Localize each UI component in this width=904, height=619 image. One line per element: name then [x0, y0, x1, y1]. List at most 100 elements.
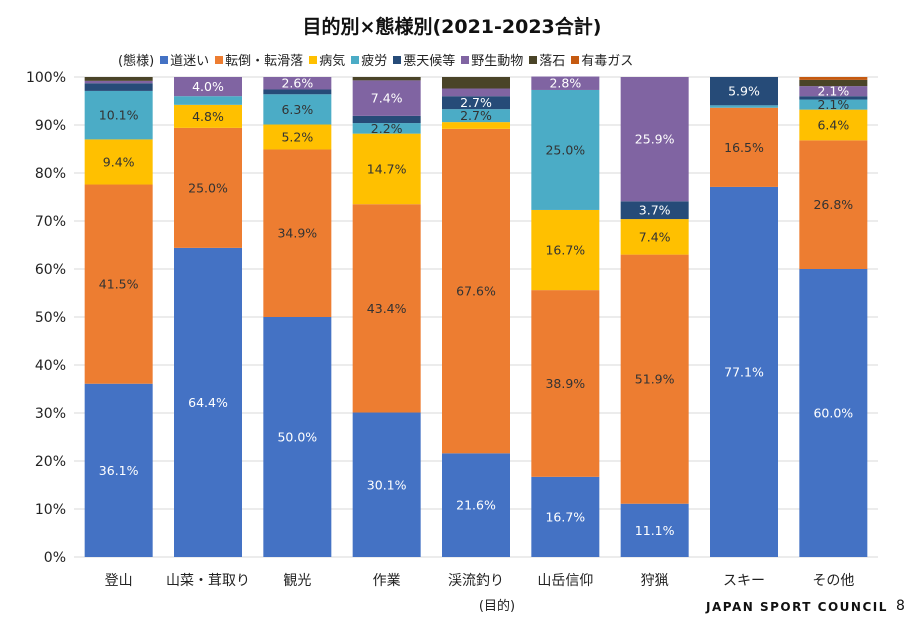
data-label: 25.0%	[545, 142, 585, 157]
data-label: 4.0%	[192, 79, 224, 94]
data-label: 14.7%	[367, 161, 407, 176]
bar-segment	[620, 77, 689, 202]
bar-segment	[799, 109, 868, 141]
bar-segment	[799, 96, 868, 100]
bar-segment	[442, 122, 510, 129]
bar-segment	[84, 83, 153, 91]
legend-label: 悪天候等	[403, 54, 456, 69]
data-label: 34.9%	[277, 226, 317, 241]
bar-segment	[352, 412, 421, 557]
legend-label: 落石	[539, 54, 566, 69]
x-tick-label: 狩猟	[641, 573, 669, 589]
data-label: 51.9%	[635, 372, 675, 387]
data-label: 5.2%	[281, 130, 313, 145]
y-tick-label: 30%	[35, 406, 66, 422]
legend-swatch	[351, 55, 360, 64]
x-tick-label: 山岳信仰	[537, 573, 593, 589]
y-tick-label: 20%	[35, 454, 66, 470]
data-label: 10.1%	[99, 108, 139, 123]
bar-segment	[174, 96, 242, 105]
y-tick-label: 0%	[44, 550, 66, 566]
data-label: 26.8%	[813, 197, 853, 212]
bar-segment	[531, 476, 600, 557]
legend-label: 有毒ガス	[581, 54, 634, 69]
legend-item: 有毒ガス	[571, 50, 633, 69]
y-tick-label: 80%	[35, 166, 66, 182]
legend-item: 疲労	[351, 50, 387, 69]
legend-swatch	[461, 55, 470, 64]
bar-segment	[263, 89, 332, 95]
data-label: 38.9%	[545, 376, 585, 391]
bar-segment	[352, 133, 421, 205]
bar-segment	[620, 254, 689, 504]
bar-segment	[263, 77, 332, 90]
bar-segment	[84, 77, 153, 81]
y-tick-label: 50%	[35, 310, 66, 326]
bar-segment	[174, 104, 242, 128]
bar-segment	[263, 94, 332, 125]
data-label: 4.8%	[192, 109, 224, 124]
data-label: 16.7%	[545, 243, 585, 258]
bar-segment	[84, 184, 153, 384]
bar-segment	[799, 99, 868, 110]
bar-segment	[799, 77, 868, 80]
legend-label: 転倒・転滑落	[225, 54, 304, 69]
x-axis-label: (目的)	[479, 598, 515, 614]
data-label: 64.4%	[188, 395, 228, 410]
x-tick-label: 渓流釣り	[448, 573, 504, 589]
data-label: 25.9%	[635, 132, 675, 147]
legend-swatch	[160, 55, 169, 64]
bar-segment	[352, 77, 421, 81]
data-label: 21.6%	[456, 498, 496, 513]
bar-segment	[442, 109, 510, 123]
footer-org: JAPAN SPORT COUNCIL	[706, 600, 888, 614]
bar-segment	[531, 209, 600, 291]
data-label: 36.1%	[99, 463, 139, 478]
y-tick-label: 90%	[35, 118, 66, 134]
x-tick-label: スキー	[723, 573, 765, 589]
bar-segment	[174, 247, 242, 557]
data-label: 16.5%	[724, 140, 764, 155]
data-label: 16.7%	[545, 509, 585, 524]
legend-swatch	[529, 55, 538, 64]
data-label: 2.6%	[281, 76, 313, 91]
bar-segment	[710, 107, 778, 187]
legend-label: 道迷い	[170, 54, 210, 69]
x-tick-label: 作業	[373, 573, 401, 589]
data-label: 2.1%	[817, 97, 849, 112]
legend-item: 悪天候等	[393, 50, 455, 69]
data-label: 2.8%	[549, 76, 581, 91]
x-tick-label: 観光	[283, 572, 311, 589]
bar-segment	[84, 383, 153, 557]
data-label: 3.7%	[639, 203, 671, 218]
legend-swatch	[571, 55, 580, 64]
legend-item: 病気	[309, 50, 345, 69]
x-tick-label: 山菜・茸取り	[166, 573, 250, 589]
bar-segment	[174, 127, 242, 248]
bar-segment	[620, 201, 689, 220]
legend-swatch	[393, 55, 402, 64]
legend-item: 転倒・転滑落	[215, 50, 303, 69]
bar-segment	[442, 88, 510, 97]
bar-segment	[442, 77, 510, 89]
bar-segment	[442, 453, 510, 557]
bar-segment	[799, 79, 868, 87]
bar-segment	[263, 124, 332, 150]
data-label: 7.4%	[639, 229, 671, 244]
bar-segment	[620, 219, 689, 255]
y-tick-label: 60%	[35, 262, 66, 278]
page-number: 8	[896, 598, 904, 614]
bar-segment	[531, 89, 600, 210]
data-label: 77.1%	[724, 364, 764, 379]
data-label: 2.7%	[460, 95, 492, 110]
legend-swatch	[215, 55, 224, 64]
bar-segment	[174, 77, 242, 97]
bar-segment	[620, 503, 689, 557]
data-label: 11.1%	[635, 523, 675, 538]
data-label: 2.1%	[817, 84, 849, 99]
data-label: 41.5%	[99, 277, 139, 292]
data-label: 25.0%	[188, 180, 228, 195]
bar-segment	[352, 115, 421, 124]
data-label: 2.7%	[460, 108, 492, 123]
